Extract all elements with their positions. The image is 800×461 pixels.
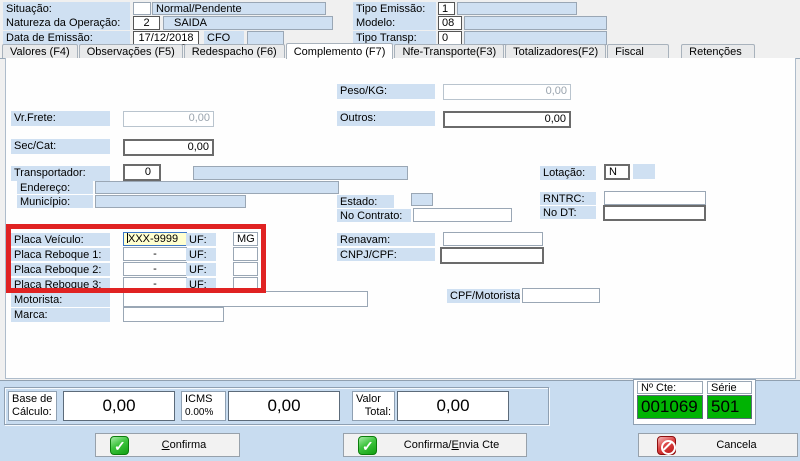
base-calculo-label: Base de Cálculo: bbox=[8, 391, 57, 421]
estado-field[interactable] bbox=[411, 193, 433, 206]
text-caret bbox=[127, 233, 128, 243]
marca-field[interactable] bbox=[123, 307, 224, 322]
municipio-field[interactable] bbox=[95, 195, 246, 208]
outros-label: Outros: bbox=[337, 111, 435, 126]
tab-valores[interactable]: Valores (F4) bbox=[2, 44, 78, 58]
renavam-field[interactable] bbox=[443, 232, 543, 246]
vr-frete-label: Vr.Frete: bbox=[11, 111, 110, 126]
transportador-code-field[interactable]: 0 bbox=[123, 164, 161, 181]
tipo-transp-label: Tipo Transp: bbox=[353, 31, 436, 45]
cancel-icon bbox=[657, 435, 676, 455]
natureza-value-field[interactable]: SAIDA bbox=[163, 16, 333, 30]
placa-reboque2-field[interactable]: - bbox=[123, 262, 187, 276]
n-cte-label: Nº Cte: bbox=[637, 381, 703, 394]
tab-redespacho[interactable]: Redespacho (F6) bbox=[183, 44, 285, 58]
cnpj-cpf-field[interactable] bbox=[440, 247, 544, 264]
check-icon bbox=[110, 435, 129, 455]
transportador-name-field[interactable] bbox=[193, 166, 408, 180]
lotacao-label: Lotação: bbox=[540, 166, 596, 180]
tipo-emissao-label: Tipo Emissão: bbox=[353, 2, 436, 16]
base-calculo-value: 0,00 bbox=[63, 391, 175, 421]
endereco-label: Endereço: bbox=[17, 181, 93, 194]
tab-retencoes[interactable]: Retenções bbox=[681, 44, 756, 58]
uf-reboque2-label: UF: bbox=[186, 263, 216, 276]
tipo-emissao-field[interactable]: 1 bbox=[438, 2, 455, 15]
tab-fiscal[interactable]: Fiscal bbox=[607, 44, 670, 58]
sec-cat-label: Sec/Cat: bbox=[11, 139, 110, 154]
placa-reboque3-label: Placa Reboque 3: bbox=[11, 278, 110, 291]
tab-observacoes[interactable]: Observações (F5) bbox=[78, 44, 183, 58]
tab-strip: Valores (F4) Observações (F5) Redespacho… bbox=[0, 43, 800, 59]
n-cte-value: 001069 bbox=[637, 395, 703, 419]
tab-complemento[interactable]: Complemento (F7) bbox=[285, 43, 394, 59]
natureza-code-field[interactable]: 2 bbox=[133, 16, 160, 30]
confirma-button[interactable]: Confirma bbox=[95, 433, 240, 457]
lotacao-desc-field[interactable] bbox=[633, 164, 655, 179]
municipio-label: Município: bbox=[17, 195, 93, 208]
data-emissao-label: Data de Emissão: bbox=[3, 31, 130, 45]
rntrc-label: RNTRC: bbox=[540, 192, 596, 205]
endereco-field[interactable] bbox=[95, 181, 339, 194]
cpf-motorista-field[interactable] bbox=[522, 288, 600, 303]
peso-kg-label: Peso/KG: bbox=[337, 84, 435, 99]
modelo-field[interactable]: 08 bbox=[438, 16, 462, 30]
renavam-label: Renavam: bbox=[337, 233, 435, 246]
uf-reboque1-field[interactable] bbox=[233, 247, 258, 261]
totals-panel bbox=[4, 387, 549, 425]
confirma-envia-cte-button[interactable]: Confirma/Envia Cte bbox=[343, 433, 527, 457]
serie-label: Série bbox=[707, 381, 752, 394]
tab-nfe-transporte[interactable]: Nfe-Transporte(F3) bbox=[394, 44, 505, 58]
vr-frete-field[interactable]: 0,00 bbox=[123, 111, 214, 127]
serie-value: 501 bbox=[707, 395, 752, 419]
uf-reboque3-label: UF: bbox=[186, 278, 216, 291]
situacao-value-field[interactable]: Normal/Pendente bbox=[152, 2, 326, 15]
no-dt-label: No DT: bbox=[540, 206, 596, 219]
natureza-operacao-label: Natureza da Operação: bbox=[3, 16, 130, 30]
no-contrato-field[interactable] bbox=[413, 208, 512, 222]
rntrc-field[interactable] bbox=[604, 191, 706, 205]
cancela-button[interactable]: Cancela bbox=[638, 433, 798, 457]
placa-veiculo-field[interactable]: XXX-9999 bbox=[123, 232, 187, 246]
modelo-label: Modelo: bbox=[353, 16, 436, 30]
data-emissao-field[interactable]: 17/12/2018 bbox=[133, 31, 199, 45]
icms-value: 0,00 bbox=[228, 391, 340, 421]
lotacao-field[interactable]: N bbox=[604, 164, 630, 180]
placa-reboque3-field[interactable]: - bbox=[123, 277, 187, 291]
situacao-label: Situação: bbox=[3, 2, 130, 16]
placa-reboque2-label: Placa Reboque 2: bbox=[11, 263, 110, 276]
placa-reboque1-label: Placa Reboque 1: bbox=[11, 248, 110, 261]
cpf-motorista-label: CPF/Motorista bbox=[447, 289, 520, 303]
marca-label: Marca: bbox=[11, 308, 110, 322]
outros-field[interactable]: 0,00 bbox=[443, 111, 571, 128]
check-icon bbox=[358, 435, 377, 455]
tipo-emissao-desc-field[interactable] bbox=[457, 2, 577, 15]
tab-totalizadores[interactable]: Totalizadores(F2) bbox=[505, 44, 607, 58]
valor-total-label: Valor Total: bbox=[352, 391, 395, 421]
placa-reboque1-field[interactable]: - bbox=[123, 247, 187, 261]
placa-veiculo-label: Placa Veículo: bbox=[11, 233, 110, 246]
uf-reboque2-field[interactable] bbox=[233, 262, 258, 276]
motorista-field[interactable] bbox=[123, 291, 368, 307]
cnpj-cpf-label: CNPJ/CPF: bbox=[337, 248, 435, 261]
transportador-label: Transportador: bbox=[11, 166, 110, 181]
icms-label: ICMS 0.00% bbox=[181, 391, 226, 421]
uf-veiculo-label: UF: bbox=[186, 233, 216, 246]
no-contrato-label: No Contrato: bbox=[337, 209, 411, 222]
motorista-label: Motorista: bbox=[11, 293, 110, 307]
no-dt-field[interactable] bbox=[603, 205, 706, 221]
uf-veiculo-field[interactable]: MG bbox=[233, 232, 258, 246]
peso-kg-field[interactable]: 0,00 bbox=[443, 84, 571, 100]
sec-cat-field[interactable]: 0,00 bbox=[123, 139, 214, 156]
cfo-label: CFO bbox=[204, 31, 244, 45]
modelo-desc-field[interactable] bbox=[464, 16, 607, 30]
estado-label: Estado: bbox=[337, 195, 394, 208]
uf-reboque3-field[interactable] bbox=[233, 277, 258, 291]
uf-reboque1-label: UF: bbox=[186, 248, 216, 261]
situacao-code-field[interactable] bbox=[133, 2, 151, 15]
valor-total-value: 0,00 bbox=[397, 391, 509, 421]
